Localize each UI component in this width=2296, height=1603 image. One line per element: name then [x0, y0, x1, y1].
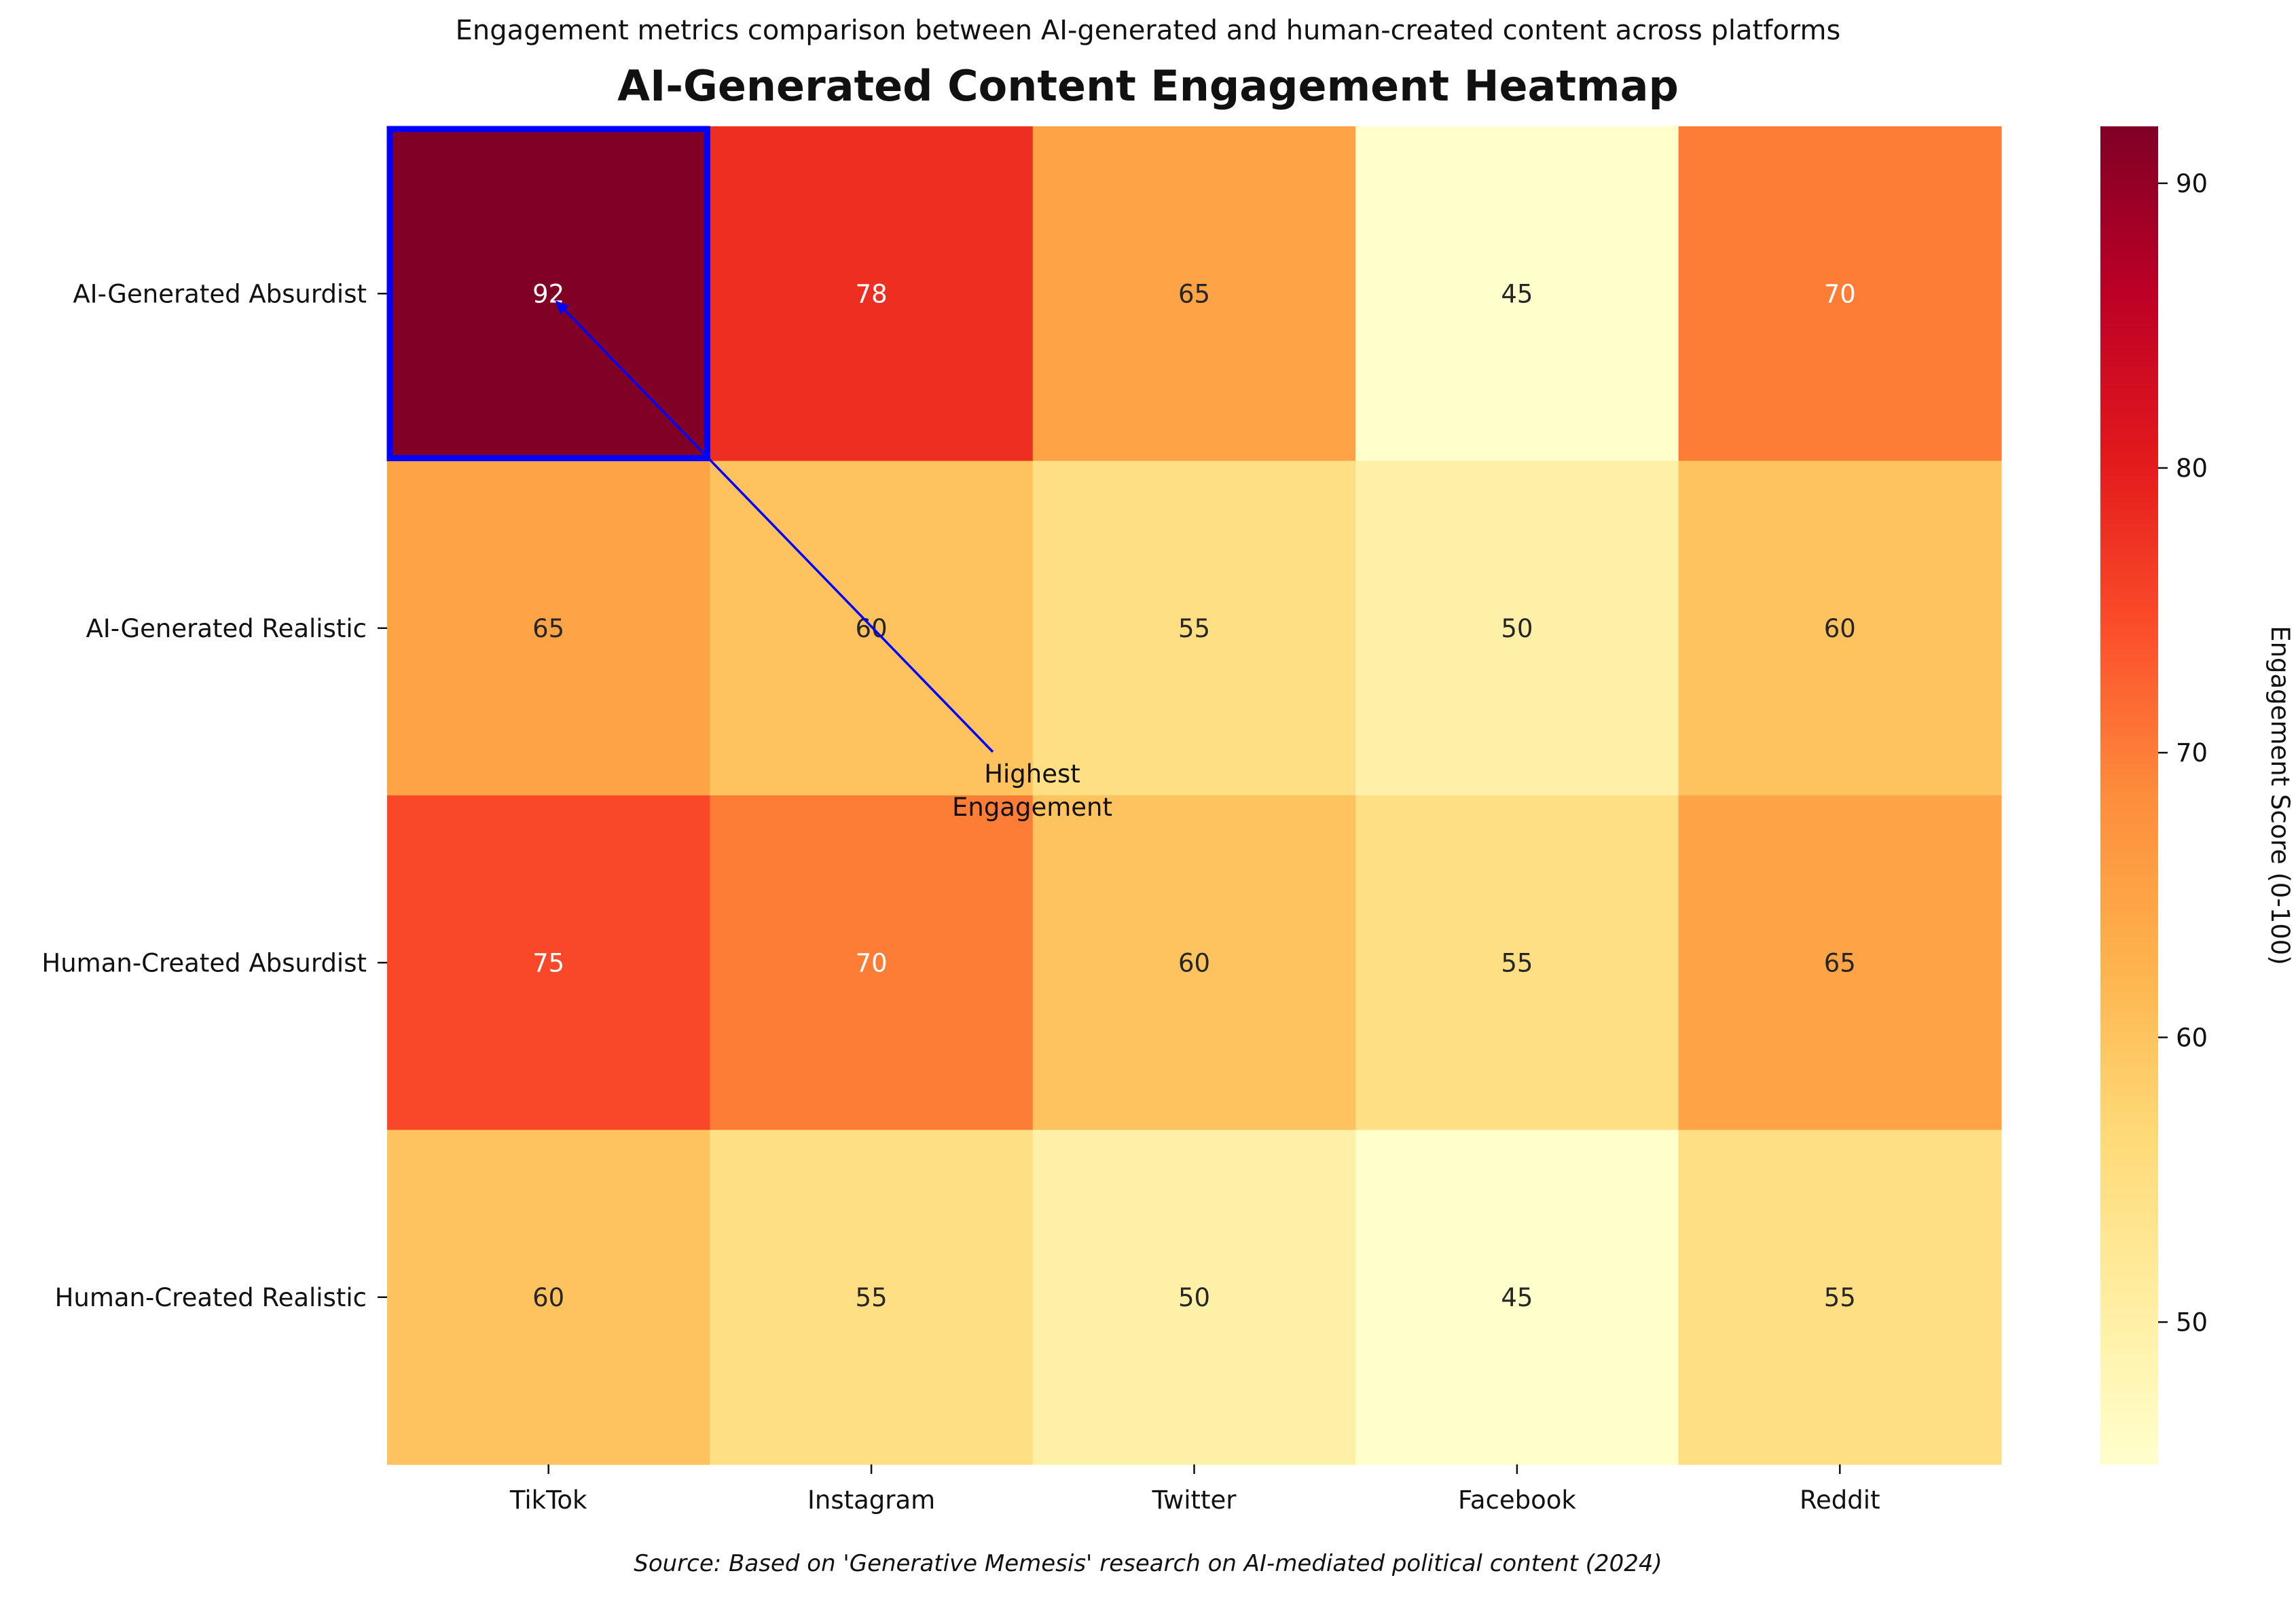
- heatmap-cell: [1678, 461, 2002, 796]
- chart-title: AI-Generated Content Engagement Heatmap: [617, 61, 1679, 111]
- y-axis: AI-Generated Absurdist AI-Generated Reali…: [41, 279, 387, 1312]
- x-tick-label: TikTok: [509, 1485, 587, 1515]
- annotation-text-line2: Engagement: [952, 793, 1112, 822]
- heatmap-cell: [387, 461, 710, 796]
- cell-value-label: 65: [1178, 279, 1210, 308]
- x-axis: TikTok Instagram Twitter Facebook Reddit: [509, 1464, 1880, 1515]
- annotation-arrow: [560, 305, 994, 753]
- chart-subtitle: Engagement metrics comparison between AI…: [455, 15, 1841, 46]
- heatmap-cell: [710, 126, 1034, 462]
- cell-value-label: 55: [1824, 1283, 1856, 1312]
- cell-value-label: 75: [532, 948, 564, 977]
- x-tick-label: Instagram: [807, 1485, 935, 1515]
- cell-value-label: 70: [1824, 279, 1856, 308]
- y-tick-label: Human-Created Realistic: [55, 1283, 367, 1312]
- heatmap-cell: [1032, 126, 1356, 462]
- y-tick-label: AI-Generated Realistic: [86, 614, 367, 643]
- heatmap-cell: [387, 1130, 710, 1465]
- heatmap-cell: [1678, 1130, 2002, 1465]
- colorbar-label: Engagement Score (0-100): [2265, 626, 2295, 965]
- annotation: Highest Engagement: [386, 126, 1112, 822]
- cell-value-label: 50: [1178, 1283, 1210, 1312]
- y-tick-label: Human-Created Absurdist: [41, 948, 367, 977]
- cell-value-label: 50: [1501, 614, 1533, 643]
- heatmap-cell: [1355, 795, 1679, 1131]
- heatmap-cells: [387, 126, 2002, 1465]
- heatmap-cell: [1032, 1130, 1356, 1465]
- colorbar-tick-label: 90: [2176, 169, 2208, 198]
- heatmap-cell: [1678, 795, 2002, 1131]
- colorbar-tick-label: 70: [2176, 738, 2208, 768]
- y-tick-label: AI-Generated Absurdist: [73, 279, 367, 308]
- cell-value-label: 70: [856, 948, 888, 977]
- colorbar: 50 60 70 80 90 Engagement Score (0-100): [2100, 126, 2295, 1464]
- cell-value-label: 78: [856, 279, 888, 308]
- heatmap-cell: [1032, 795, 1356, 1131]
- x-tick-label: Reddit: [1800, 1485, 1880, 1515]
- heatmap-cell: [1355, 126, 1679, 462]
- heatmap-cell: [1355, 461, 1679, 796]
- annotation-text-line1: Highest: [984, 759, 1080, 789]
- colorbar-tick-label: 60: [2176, 1023, 2208, 1052]
- cell-value-label: 60: [1824, 614, 1856, 643]
- heatmap-cell: [1032, 461, 1356, 796]
- cell-value-label: 55: [1501, 948, 1533, 977]
- x-tick-label: Twitter: [1151, 1485, 1237, 1515]
- highlight-box: [386, 126, 710, 461]
- cell-value-label: 60: [532, 1283, 564, 1312]
- colorbar-tick-label: 50: [2176, 1308, 2208, 1337]
- annotation-arrowhead: [555, 300, 570, 314]
- colorbar-gradient: [2100, 126, 2158, 1464]
- heatmap-cell: [1355, 1130, 1679, 1465]
- heatmap-cell: [1678, 126, 2002, 462]
- cell-value-label: 45: [1501, 279, 1533, 308]
- cell-value-label: 55: [1178, 614, 1210, 643]
- x-tick-label: Facebook: [1458, 1485, 1576, 1515]
- cell-value-label: 65: [1824, 948, 1856, 977]
- heatmap-cell: [710, 1130, 1034, 1465]
- heatmap-cell: [387, 795, 710, 1131]
- colorbar-tick-label: 80: [2176, 454, 2208, 483]
- heatmap-cell: [710, 795, 1034, 1131]
- cell-value-label: 55: [856, 1283, 888, 1312]
- colorbar-ticks: 50 60 70 80 90: [2158, 169, 2208, 1337]
- cell-value-label: 60: [1178, 948, 1210, 977]
- cell-value-label: 65: [532, 614, 564, 643]
- chart-source: Source: Based on 'Generative Memesis' re…: [634, 1550, 1662, 1577]
- cell-value-label: 45: [1501, 1283, 1533, 1312]
